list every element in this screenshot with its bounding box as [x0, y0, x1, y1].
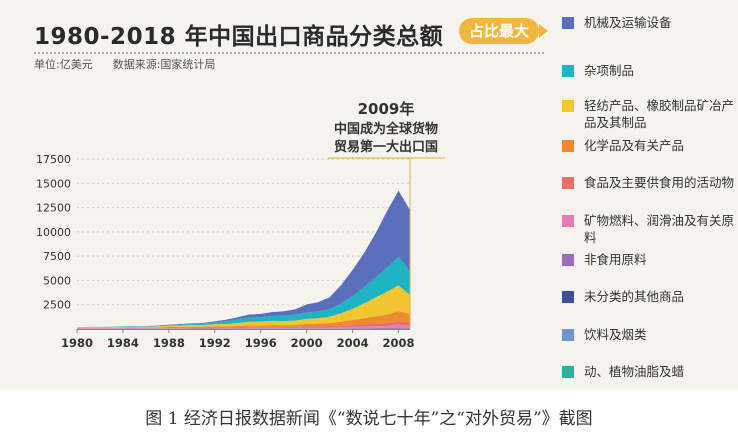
- x-tick-label: 2000: [291, 336, 323, 350]
- y-tick-label: 10000: [36, 226, 71, 239]
- badge-arrow-icon: [539, 24, 548, 38]
- x-tick-label: 1984: [107, 336, 139, 350]
- source-label: 数据来源:国家统计局: [112, 58, 216, 71]
- area-chart: 2500 5000 7500 10000 12500 15000 17500 1980 1984…: [36, 100, 445, 350]
- series-area: [77, 285, 410, 328]
- series-areas: [77, 190, 410, 329]
- share-badge: 占比最大: [459, 18, 539, 44]
- legend-label: 饮料及烟类: [584, 327, 647, 342]
- series-area: [77, 324, 410, 329]
- x-tick-label: 1980: [61, 336, 93, 350]
- y-tick-label: 7500: [43, 250, 71, 263]
- y-tick-label: 12500: [36, 202, 71, 215]
- legend-label: 非食用原料: [584, 252, 647, 267]
- y-tick-label: 2500: [43, 299, 71, 312]
- series-area: [77, 311, 410, 329]
- subtitle: 单位:亿美元 数据来源:国家统计局: [34, 56, 215, 72]
- chart-panel: 1980-2018 年中国出口商品分类总额 单位:亿美元 数据来源:国家统计局 占…: [0, 0, 738, 390]
- page-title: 1980-2018 年中国出口商品分类总额: [34, 24, 444, 50]
- legend-swatch: [562, 329, 574, 341]
- x-tick-label: 1992: [199, 336, 231, 350]
- legend-swatch: [562, 291, 574, 303]
- title-divider: [34, 52, 544, 54]
- axes: 2500 5000 7500 10000 12500 15000 17500 1980 1984…: [36, 153, 415, 350]
- unit-label: 单位:亿美元: [34, 58, 93, 71]
- legend-swatch: [562, 254, 574, 266]
- legend-swatch: [562, 100, 574, 112]
- legend-label: 矿物燃料、润滑油及有关原料: [584, 213, 735, 245]
- y-tick-label: 5000: [43, 274, 71, 287]
- x-tick-label: 2004: [337, 336, 369, 350]
- legend-swatch: [562, 177, 574, 189]
- legend-label: 轻纺产品、橡胶制品矿冶产品及其制品: [584, 98, 735, 130]
- gridlines: [77, 158, 410, 306]
- legend-label: 动、植物油脂及蜡: [584, 364, 685, 379]
- annotation-line-3: 贸易第一大出口国: [334, 139, 438, 155]
- annotation-line-2: 中国成为全球货物: [334, 121, 438, 137]
- legend-swatch: [562, 140, 574, 152]
- annotation-year: 2009年: [358, 100, 415, 118]
- legend-swatch: [562, 366, 574, 378]
- figure-caption: 图 1 经济日报数据新闻《“数说七十年”之“对外贸易”》截图: [145, 409, 593, 429]
- legend-label: 食品及主要供食用的活动物: [584, 175, 735, 190]
- legend-label: 机械及运输设备: [584, 15, 672, 30]
- y-tick-label: 15000: [36, 177, 71, 190]
- series-area: [77, 256, 410, 328]
- legend-label: 杂项制品: [584, 63, 635, 78]
- series-area: [77, 327, 410, 329]
- legend-swatch: [562, 215, 574, 227]
- legend-swatch: [562, 17, 574, 29]
- y-tick-label: 17500: [36, 153, 71, 166]
- series-area: [77, 321, 410, 329]
- x-tick-label: 2008: [383, 336, 415, 350]
- legend-label: 未分类的其他商品: [584, 289, 685, 304]
- x-tick-label: 1988: [153, 336, 185, 350]
- legend-swatch: [562, 65, 574, 77]
- legend-label: 化学品及有关产品: [584, 138, 685, 153]
- annotation: 2009年 中国成为全球货物 贸易第一大出口国: [328, 100, 445, 329]
- x-tick-label: 1996: [245, 336, 277, 350]
